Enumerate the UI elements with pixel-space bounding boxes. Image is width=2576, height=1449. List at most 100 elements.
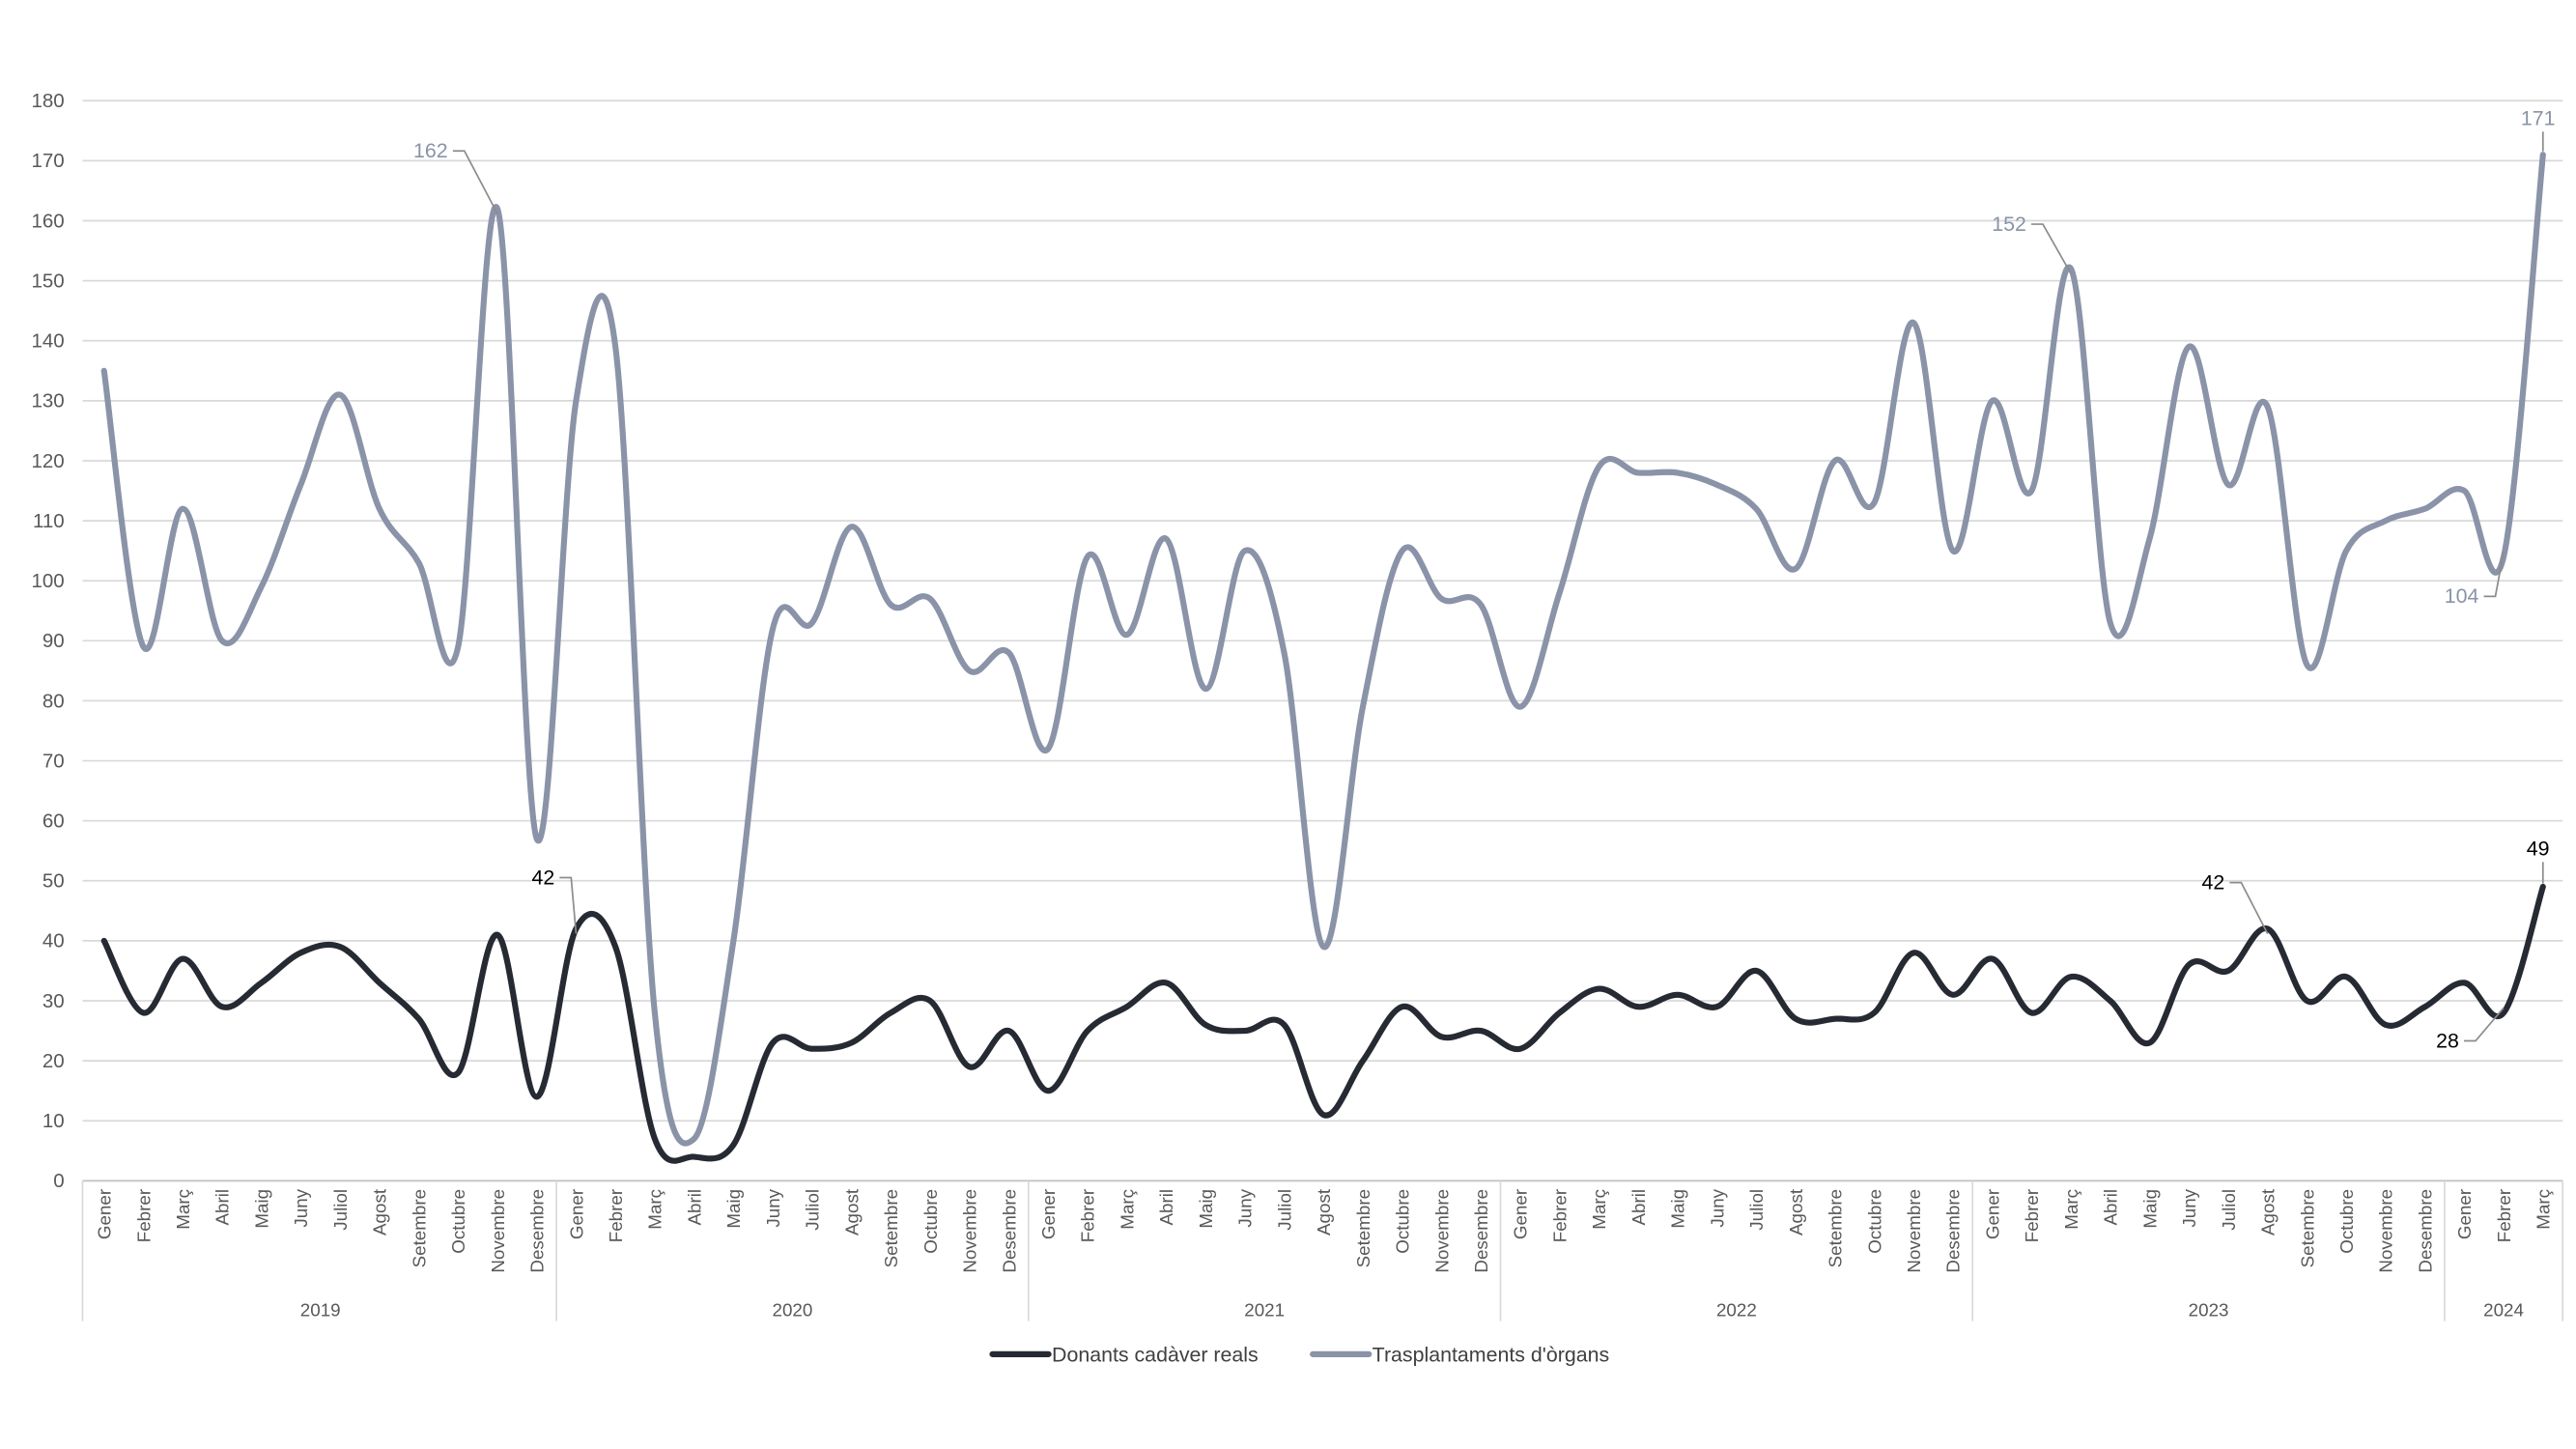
y-tick-label: 140: [31, 330, 64, 353]
legend-item-0[interactable]: Donants cadàver reals: [989, 1344, 1259, 1367]
data-point: [1907, 946, 1920, 959]
data-point: [2025, 484, 2039, 497]
data-point: [1238, 544, 1252, 557]
data-point: [451, 640, 465, 654]
x-tick-label: Abril: [2101, 1189, 2121, 1226]
data-point: [1749, 502, 1763, 516]
series-1: [98, 152, 2546, 1147]
data-point: [2339, 970, 2353, 983]
data-point: [491, 928, 504, 942]
data-point: [2025, 1007, 2039, 1020]
leader-line: [2031, 223, 2072, 274]
data-point: [295, 946, 308, 959]
data-point: [2064, 970, 2078, 983]
data-point: [2339, 544, 2353, 557]
data-point: [215, 634, 229, 647]
data-point: [1593, 982, 1606, 996]
data-point: [2419, 1000, 2432, 1013]
data-point: [295, 478, 308, 492]
x-tick-label: Febrer: [1078, 1189, 1098, 1242]
data-point: [1631, 467, 1645, 480]
data-point: [2143, 1037, 2157, 1050]
y-tick-label: 10: [42, 1110, 65, 1132]
x-tick-label: Febrer: [1549, 1189, 1570, 1242]
data-point: [2379, 1018, 2392, 1032]
x-tick-label: Desembre: [527, 1189, 548, 1273]
x-tick-label: Febrer: [2494, 1189, 2514, 1242]
data-point: [1120, 1000, 1134, 1013]
data-label: 42: [2201, 870, 2224, 894]
data-point: [1474, 1024, 1487, 1037]
x-tick-label: Octubre: [2336, 1189, 2357, 1254]
x-tick-label: Febrer: [2022, 1189, 2042, 1242]
data-point: [727, 934, 741, 948]
data-point: [176, 952, 189, 966]
data-point: [1749, 964, 1763, 978]
data-point: [1789, 562, 1802, 576]
x-tick-label: Juliol: [2219, 1189, 2239, 1231]
data-point: [688, 1132, 701, 1146]
data-point: [2261, 400, 2275, 413]
legend-item-1[interactable]: Trasplantaments d'òrgans: [1310, 1344, 1609, 1367]
year-label: 2020: [773, 1300, 813, 1321]
data-point: [1396, 544, 1409, 557]
series-0: [100, 883, 2546, 1164]
data-point: [1907, 316, 1920, 329]
data-point: [333, 940, 347, 953]
x-tick-label: Maig: [1668, 1189, 1688, 1229]
x-tick-label: Octubre: [448, 1189, 468, 1254]
data-point: [176, 502, 189, 516]
data-point: [806, 1042, 819, 1056]
data-point: [98, 364, 111, 378]
data-point: [1435, 1030, 1449, 1043]
y-tick-label: 110: [33, 510, 65, 532]
data-point: [530, 1091, 544, 1104]
year-label: 2019: [300, 1300, 341, 1321]
x-tick-label: Febrer: [133, 1189, 154, 1242]
data-point: [530, 832, 544, 845]
x-tick-label: Gener: [2454, 1189, 2475, 1239]
x-tick-label: Setembre: [2297, 1189, 2317, 1268]
data-point: [1514, 700, 1527, 714]
data-point: [451, 1066, 465, 1080]
data-point: [2301, 658, 2314, 671]
year-label: 2021: [1244, 1300, 1285, 1321]
data-point: [2143, 532, 2157, 546]
x-tick-label: Novembre: [2376, 1189, 2396, 1273]
data-point: [1238, 1024, 1252, 1037]
data-point: [1553, 1007, 1567, 1020]
leader-line: [2464, 1007, 2505, 1042]
data-point: [373, 502, 386, 516]
data-point: [727, 1138, 741, 1151]
y-tick-label: 40: [42, 930, 65, 952]
data-point: [2182, 340, 2195, 354]
leader-line: [452, 150, 498, 214]
data-point: [1593, 460, 1606, 473]
y-axis: 0 10 20 30 40 50 60 70 80 90 100 110 120 130 140 150 160…: [31, 90, 64, 1192]
data-point: [2182, 958, 2195, 972]
data-point: [1711, 1000, 1724, 1013]
y-tick-label: 50: [42, 870, 65, 893]
data-point: [1435, 592, 1449, 606]
donants-line: [100, 883, 2546, 1164]
data-point: [609, 340, 622, 354]
leader-line: [2483, 552, 2505, 598]
data-point: [137, 640, 151, 654]
data-point: [1986, 394, 1999, 408]
data-point: [2104, 994, 2117, 1008]
x-tick-label: Març: [2534, 1189, 2554, 1230]
data-point: [884, 598, 897, 611]
data-point: [1160, 977, 1174, 990]
data-point: [2222, 478, 2235, 492]
x-tick-label: Setembre: [1353, 1189, 1373, 1268]
data-point: [1828, 1012, 1842, 1026]
data-point: [1160, 532, 1174, 546]
data-point: [806, 616, 819, 630]
year-label: 2022: [1716, 1300, 1757, 1321]
data-point: [1278, 1018, 1291, 1032]
y-tick-label: 80: [42, 690, 65, 712]
x-tick-label: Juny: [2179, 1188, 2199, 1227]
data-point: [2104, 616, 2117, 630]
data-point: [412, 556, 426, 570]
x-tick-label: Agost: [1786, 1188, 1806, 1236]
